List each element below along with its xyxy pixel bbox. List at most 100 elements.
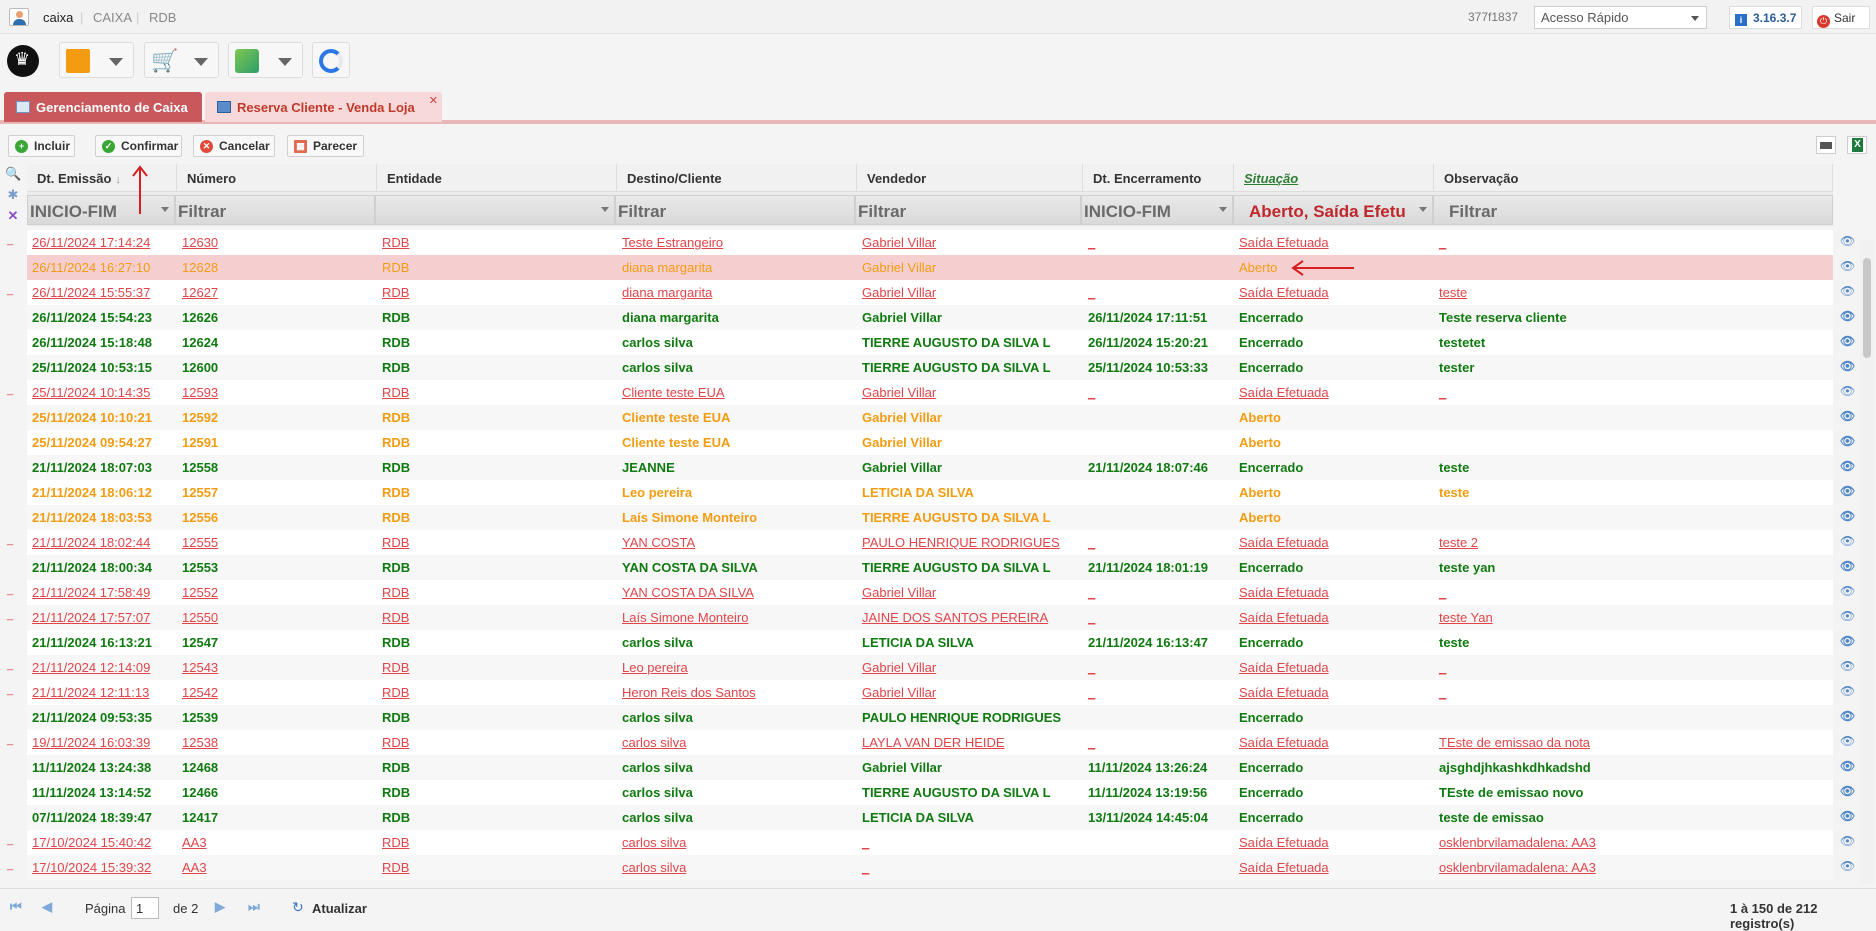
cell-observacao[interactable]: osklenbrvilamadalena: AA3 xyxy=(1434,830,1833,855)
table-row[interactable]: 21/11/2024 18:03:53 12556 RDB Laís Simone M… xyxy=(27,505,1855,530)
cell-observacao[interactable]: teste xyxy=(1434,280,1833,305)
cell-emissao[interactable]: 21/11/2024 12:11:13 xyxy=(27,680,177,705)
prev-page-icon[interactable]: ◀ xyxy=(42,899,52,914)
cell-situacao[interactable]: Saída Efetuada xyxy=(1234,530,1434,555)
page-number-input[interactable]: 1 xyxy=(131,897,159,919)
eye-icon[interactable]: 👁 xyxy=(1840,809,1856,823)
table-row[interactable]: 25/11/2024 10:53:15 12600 RDB carlos silva T… xyxy=(27,355,1855,380)
package-menu-button[interactable] xyxy=(228,42,303,78)
cell-destino[interactable]: Teste Estrangeiro xyxy=(617,230,857,255)
eye-icon[interactable]: 👁 xyxy=(1840,834,1856,848)
table-row[interactable]: 26/11/2024 15:18:48 12624 RDB carlos silva T… xyxy=(27,330,1855,355)
cell-entidade[interactable]: RDB xyxy=(377,730,617,755)
last-page-icon[interactable]: ⏭ xyxy=(248,899,260,914)
eye-icon[interactable]: 👁 xyxy=(1840,534,1856,548)
cell-destino[interactable]: carlos silva xyxy=(617,855,857,880)
logout-button[interactable]: ⏻ Sair xyxy=(1812,6,1870,29)
eye-icon[interactable]: 👁 xyxy=(1840,634,1856,648)
cell-entidade[interactable]: RDB xyxy=(377,605,617,630)
column-header-encerramento[interactable]: Dt. Encerramento xyxy=(1083,164,1234,192)
filter-situacao[interactable]: Aberto, Saída Efetu xyxy=(1233,195,1433,225)
scroll-thumb[interactable] xyxy=(1863,258,1871,358)
opinion-button[interactable]: ▦ Parecer xyxy=(287,135,364,157)
cell-numero[interactable]: 12593 xyxy=(177,380,377,405)
table-row[interactable]: 21/11/2024 17:58:49 12552 RDB YAN COSTA DA … xyxy=(27,580,1855,605)
cell-numero[interactable]: 12630 xyxy=(177,230,377,255)
eye-icon[interactable]: 👁 xyxy=(1840,609,1856,623)
table-row[interactable]: 11/11/2024 13:24:38 12468 RDB carlos silva G… xyxy=(27,755,1855,780)
gear-icon[interactable]: ✱ xyxy=(7,187,19,202)
column-header-numero[interactable]: Número xyxy=(177,164,377,192)
filter-vendedor[interactable]: Filtrar xyxy=(855,195,1081,225)
table-row[interactable]: 21/11/2024 18:07:03 12558 RDB JEANNE Gabriel… xyxy=(27,455,1855,480)
tab-gerenciamento-caixa[interactable]: Gerenciamento de Caixa xyxy=(4,92,202,122)
cell-encerramento[interactable] xyxy=(1083,855,1234,880)
eye-icon[interactable]: 👁 xyxy=(1840,734,1856,748)
filter-observacao[interactable]: Filtrar xyxy=(1433,195,1833,225)
cell-situacao[interactable]: Saída Efetuada xyxy=(1234,680,1434,705)
cell-observacao[interactable]: teste 2 xyxy=(1434,530,1833,555)
cell-numero[interactable]: 12552 xyxy=(177,580,377,605)
eye-icon[interactable]: 👁 xyxy=(1840,484,1856,498)
cell-numero[interactable]: 12538 xyxy=(177,730,377,755)
eye-icon[interactable]: 👁 xyxy=(1840,559,1856,573)
column-header-destino[interactable]: Destino/Cliente xyxy=(617,164,857,192)
table-row[interactable]: 26/11/2024 17:14:24 12630 RDB Teste Estrang… xyxy=(27,230,1855,255)
filter-numero[interactable]: Filtrar xyxy=(175,195,375,225)
refresh-button[interactable]: Atualizar xyxy=(312,901,367,916)
eye-icon[interactable]: 👁 xyxy=(1840,434,1856,448)
column-header-entidade[interactable]: Entidade xyxy=(377,164,617,192)
cell-observacao[interactable]: _ xyxy=(1434,655,1833,680)
table-row[interactable]: 21/11/2024 18:02:44 12555 RDB YAN COSTA PAUL… xyxy=(27,530,1855,555)
table-row[interactable]: 21/11/2024 18:06:12 12557 RDB Leo pereira LE… xyxy=(27,480,1855,505)
cell-vendedor[interactable]: Gabriel Villar xyxy=(857,580,1083,605)
eye-icon[interactable]: 👁 xyxy=(1840,859,1856,873)
cell-vendedor[interactable]: PAULO HENRIQUE RODRIGUES xyxy=(857,530,1083,555)
table-row[interactable]: 21/11/2024 17:57:07 12550 RDB Laís Simone M… xyxy=(27,605,1855,630)
eye-icon[interactable]: 👁 xyxy=(1840,234,1856,248)
cell-vendedor[interactable]: LAYLA VAN DER HEIDE xyxy=(857,730,1083,755)
cell-entidade[interactable]: RDB xyxy=(377,655,617,680)
cell-entidade[interactable]: RDB xyxy=(377,230,617,255)
cell-emissao[interactable]: 21/11/2024 17:57:07 xyxy=(27,605,177,630)
cell-destino[interactable]: carlos silva xyxy=(617,730,857,755)
eye-icon[interactable]: 👁 xyxy=(1840,384,1856,398)
eye-icon[interactable]: 👁 xyxy=(1840,709,1856,723)
eye-icon[interactable]: 👁 xyxy=(1840,259,1856,273)
table-row[interactable]: 21/11/2024 12:11:13 12542 RDB Heron Reis do… xyxy=(27,680,1855,705)
cell-situacao[interactable]: Saída Efetuada xyxy=(1234,830,1434,855)
next-page-icon[interactable]: ▶ xyxy=(215,899,225,914)
table-row[interactable]: 25/11/2024 09:54:27 12591 RDB Cliente teste… xyxy=(27,430,1855,455)
cell-entidade[interactable]: RDB xyxy=(377,530,617,555)
cell-numero[interactable]: AA3 xyxy=(177,830,377,855)
cell-entidade[interactable]: RDB xyxy=(377,380,617,405)
eye-icon[interactable]: 👁 xyxy=(1840,584,1856,598)
version-button[interactable]: i 3.16.3.7 xyxy=(1729,6,1802,29)
cell-entidade[interactable]: RDB xyxy=(377,580,617,605)
cancel-button[interactable]: ✕ Cancelar xyxy=(193,135,275,157)
cell-numero[interactable]: AA3 xyxy=(177,855,377,880)
cell-emissao[interactable]: 17/10/2024 15:39:32 xyxy=(27,855,177,880)
cell-vendedor[interactable]: Gabriel Villar xyxy=(857,380,1083,405)
clear-filters-icon[interactable]: ✕ xyxy=(7,208,19,223)
cell-emissao[interactable]: 17/10/2024 15:40:42 xyxy=(27,830,177,855)
vertical-scrollbar[interactable] xyxy=(1860,240,1874,884)
print-button[interactable] xyxy=(1816,136,1836,154)
cell-situacao[interactable]: Saída Efetuada xyxy=(1234,605,1434,630)
close-icon[interactable]: ✕ xyxy=(428,95,438,107)
cell-destino[interactable]: carlos silva xyxy=(617,830,857,855)
filter-destino[interactable]: Filtrar xyxy=(615,195,855,225)
cell-encerramento[interactable]: _ xyxy=(1083,380,1234,405)
cell-encerramento[interactable] xyxy=(1083,830,1234,855)
cell-encerramento[interactable]: _ xyxy=(1083,530,1234,555)
cell-encerramento[interactable]: _ xyxy=(1083,730,1234,755)
eye-icon[interactable]: 👁 xyxy=(1840,334,1856,348)
cart-menu-button[interactable]: 🛒 xyxy=(144,42,219,78)
cell-numero[interactable]: 12555 xyxy=(177,530,377,555)
cell-vendedor[interactable]: _ xyxy=(857,830,1083,855)
table-row[interactable]: 25/11/2024 10:10:21 12592 RDB Cliente teste… xyxy=(27,405,1855,430)
cell-situacao[interactable]: Saída Efetuada xyxy=(1234,230,1434,255)
cell-vendedor[interactable]: Gabriel Villar xyxy=(857,655,1083,680)
cell-entidade[interactable]: RDB xyxy=(377,280,617,305)
cell-entidade[interactable]: RDB xyxy=(377,680,617,705)
